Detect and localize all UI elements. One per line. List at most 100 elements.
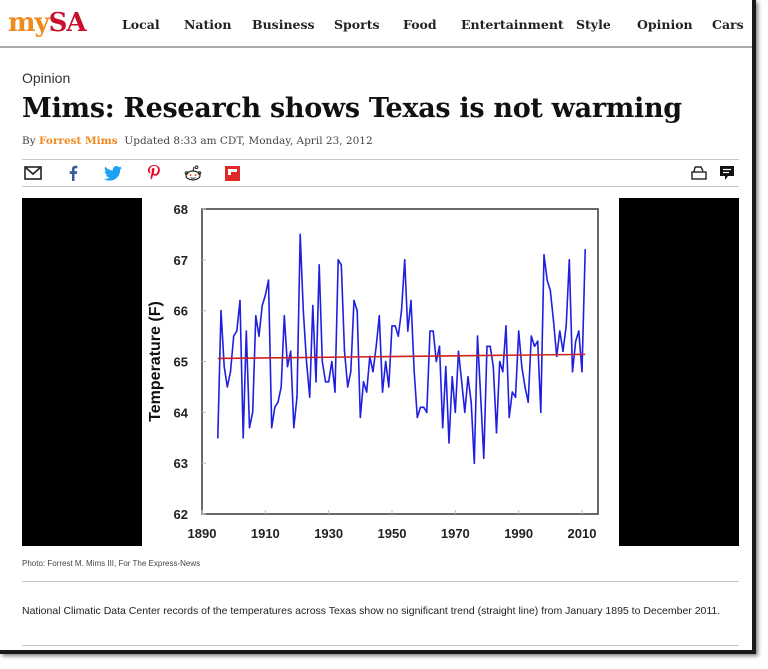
data-point-1913: [274, 406, 276, 409]
byline: By Forrest Mims Updated 8:33 am CDT, Mon…: [22, 135, 373, 147]
data-point-1901: [236, 330, 238, 332]
data-point-1962: [429, 330, 431, 332]
data-point-1928: [321, 360, 324, 363]
print-icon[interactable]: [690, 165, 708, 181]
data-point-2005: [565, 325, 567, 327]
top-nav: mySA Local Nation Business Sports Food E…: [0, 0, 752, 48]
site-logo[interactable]: mySA: [8, 8, 87, 38]
nav-item-sports[interactable]: Sports: [334, 17, 380, 32]
y-tick-label: 65: [174, 355, 188, 370]
data-point-1914: [277, 401, 279, 403]
data-point-1944: [372, 370, 374, 373]
data-point-1912: [270, 426, 273, 429]
x-tick-label: 1910: [251, 526, 280, 541]
data-point-2009: [578, 330, 580, 332]
data-point-1945: [375, 345, 377, 348]
nav-item-cars[interactable]: Cars: [712, 17, 744, 32]
nav-item-nation[interactable]: Nation: [184, 17, 232, 32]
data-point-1978: [479, 396, 482, 398]
data-point-1908: [258, 335, 260, 337]
data-point-2011: [584, 248, 586, 251]
data-point-1987: [508, 416, 510, 419]
data-point-2001: [552, 320, 555, 322]
x-tick-label: 1990: [504, 526, 533, 541]
data-point-1954: [403, 259, 406, 261]
nav-item-style[interactable]: Style: [576, 17, 611, 32]
x-tick-label: 1930: [314, 526, 343, 541]
data-point-1937: [350, 370, 352, 373]
data-point-1924: [308, 396, 311, 398]
chart-svg: 62 63 64 65 66 67 68 1890 1910 1930 1950 1970 1990 2…: [142, 196, 618, 548]
y-axis-label: Temperature (F): [147, 301, 164, 422]
data-point-1964: [435, 360, 438, 363]
nav-item-food[interactable]: Food: [403, 17, 437, 32]
email-icon[interactable]: [24, 165, 42, 181]
author-link[interactable]: Forrest Mims: [39, 135, 118, 147]
data-point-1985: [502, 370, 504, 373]
data-point-1933: [337, 259, 339, 261]
data-point-2008: [574, 340, 577, 342]
data-point-1920: [296, 396, 298, 398]
reddit-icon[interactable]: [184, 165, 202, 181]
data-point-1911: [267, 279, 270, 281]
pinterest-icon[interactable]: [145, 165, 163, 181]
data-point-1921: [299, 233, 301, 236]
y-tick-label: 68: [174, 202, 188, 217]
data-point-1981: [489, 345, 491, 348]
data-point-1909: [261, 304, 263, 307]
divider-bottom: [22, 645, 739, 646]
data-point-1993: [527, 401, 529, 403]
twitter-icon[interactable]: [104, 165, 122, 181]
comment-icon[interactable]: [718, 165, 736, 181]
page: mySA Local Nation Business Sports Food E…: [0, 0, 756, 654]
data-point-1918: [289, 350, 292, 353]
chart-background: [142, 196, 618, 548]
data-point-1947: [381, 391, 384, 393]
nav-item-entertainment[interactable]: Entertainment: [461, 17, 564, 32]
data-point-1991: [521, 365, 523, 368]
section-label[interactable]: Opinion: [22, 70, 71, 86]
data-point-1927: [318, 264, 320, 266]
nav-item-business[interactable]: Business: [252, 17, 315, 32]
flipboard-icon[interactable]: [223, 165, 241, 181]
data-point-1896: [220, 309, 222, 312]
data-point-1929: [324, 381, 327, 383]
nav-item-opinion[interactable]: Opinion: [637, 17, 693, 32]
data-point-1997: [540, 411, 542, 414]
data-point-1922: [302, 309, 305, 312]
data-point-1958: [416, 416, 419, 419]
x-axis: 1890 1910 1930 1950 1970 1990 2010: [188, 510, 596, 541]
data-point-1907: [255, 314, 257, 317]
data-point-1955: [407, 330, 409, 332]
data-point-2004: [562, 350, 564, 353]
data-point-1930: [327, 381, 330, 383]
data-point-1968: [448, 442, 450, 444]
data-point-1925: [312, 304, 314, 307]
data-point-1895: [217, 436, 219, 439]
data-point-1899: [229, 370, 232, 373]
data-point-1984: [498, 360, 501, 363]
data-point-1967: [445, 365, 447, 368]
nav-item-local[interactable]: Local: [122, 17, 160, 32]
y-tick-label: 66: [174, 304, 188, 319]
data-point-1988: [511, 391, 514, 393]
data-point-1979: [483, 457, 485, 459]
byline-by: By: [22, 135, 36, 147]
facebook-icon[interactable]: [64, 165, 82, 181]
data-point-1974: [467, 375, 469, 378]
data-point-1990: [517, 330, 520, 332]
data-point-1973: [464, 411, 466, 414]
data-point-1977: [476, 335, 479, 337]
data-point-1919: [293, 426, 295, 429]
x-tick-label: 1950: [378, 526, 407, 541]
data-point-1992: [524, 386, 526, 388]
headline: Mims: Research shows Texas is not warmin…: [22, 93, 682, 124]
logo-sa: SA: [48, 8, 87, 38]
data-point-1996: [536, 340, 539, 342]
y-tick-label: 63: [174, 456, 188, 471]
data-point-1916: [283, 314, 286, 317]
data-point-1946: [378, 314, 381, 317]
data-point-1966: [441, 426, 444, 429]
data-point-1905: [248, 426, 251, 429]
updated-timestamp: Updated 8:33 am CDT, Monday, April 23, 2…: [124, 135, 373, 147]
